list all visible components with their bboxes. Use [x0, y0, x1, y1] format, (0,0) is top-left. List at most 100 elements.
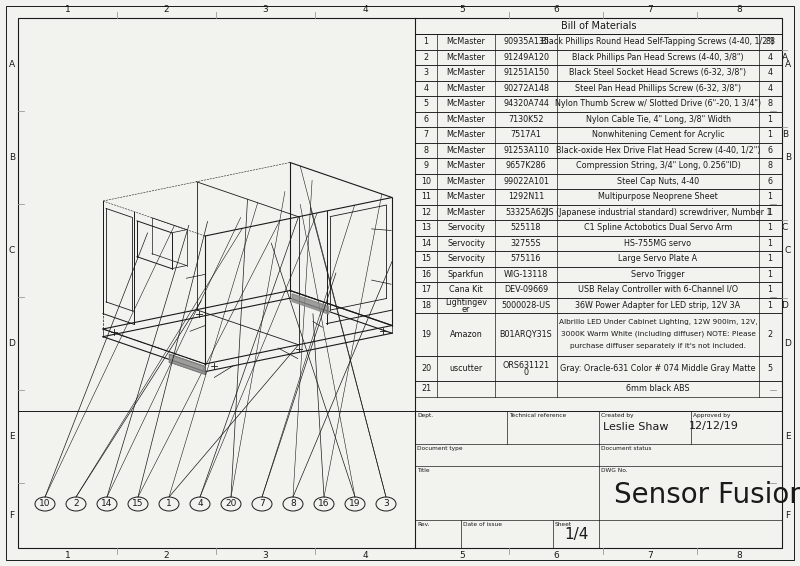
Text: 7: 7 — [423, 130, 429, 139]
Text: 1: 1 — [166, 500, 172, 508]
Text: B: B — [9, 153, 15, 162]
Text: 6: 6 — [553, 551, 559, 560]
Text: 15: 15 — [421, 254, 431, 263]
Text: 8: 8 — [737, 5, 742, 14]
Text: Technical reference: Technical reference — [509, 413, 566, 418]
Text: 16: 16 — [318, 500, 330, 508]
Bar — [415, 189, 782, 204]
Text: McMaster: McMaster — [446, 84, 486, 93]
Text: 90272A148: 90272A148 — [503, 84, 549, 93]
Text: Approved by: Approved by — [693, 413, 730, 418]
Text: 13: 13 — [421, 223, 431, 232]
Text: Compression String, 3/4" Long, 0.256"ID): Compression String, 3/4" Long, 0.256"ID) — [575, 161, 741, 170]
Text: 8: 8 — [423, 146, 429, 155]
Text: 1: 1 — [767, 223, 773, 232]
Text: McMaster: McMaster — [446, 177, 486, 186]
Text: 2: 2 — [767, 330, 773, 339]
Bar — [415, 204, 782, 220]
Text: 12: 12 — [421, 208, 431, 217]
Text: Rev.: Rev. — [417, 522, 430, 527]
Text: 2: 2 — [73, 500, 79, 508]
Text: 3: 3 — [262, 551, 268, 560]
Text: E: E — [9, 432, 15, 441]
Text: 94320A744: 94320A744 — [503, 99, 549, 108]
Text: 3: 3 — [423, 68, 429, 77]
Text: Document status: Document status — [601, 446, 651, 451]
Text: Albrillo LED Under Cabinet Lighting, 12W 900lm, 12V,: Albrillo LED Under Cabinet Lighting, 12W… — [558, 319, 758, 325]
Text: 4: 4 — [423, 84, 429, 93]
Text: 6mm black ABS: 6mm black ABS — [626, 384, 690, 393]
Text: McMaster: McMaster — [446, 68, 486, 77]
Text: McMaster: McMaster — [446, 161, 486, 170]
Text: 19: 19 — [421, 330, 431, 339]
Text: Black Phillips Pan Head Screws (4-40, 3/8"): Black Phillips Pan Head Screws (4-40, 3/… — [572, 53, 744, 62]
Text: DWG No.: DWG No. — [601, 468, 628, 473]
Text: 7: 7 — [259, 500, 265, 508]
Bar — [415, 96, 782, 112]
Text: F: F — [786, 511, 790, 520]
Text: B01ARQY31S: B01ARQY31S — [500, 330, 552, 339]
Text: Document type: Document type — [417, 446, 462, 451]
Text: B: B — [782, 130, 788, 139]
Text: D: D — [9, 339, 15, 348]
Text: 1: 1 — [767, 285, 773, 294]
Text: 8: 8 — [767, 161, 773, 170]
Text: purchase diffuser separately if it's not included.: purchase diffuser separately if it's not… — [570, 344, 746, 349]
Text: USB Relay Controller with 6-Channel I/O: USB Relay Controller with 6-Channel I/O — [578, 285, 738, 294]
Text: 1: 1 — [767, 270, 773, 278]
Text: Servocity: Servocity — [447, 239, 485, 248]
Text: 1: 1 — [65, 5, 70, 14]
Bar — [415, 49, 782, 65]
Text: 7130K52: 7130K52 — [508, 115, 544, 124]
Text: C: C — [785, 246, 791, 255]
Text: ORS631121: ORS631121 — [502, 361, 550, 370]
Text: 7517A1: 7517A1 — [510, 130, 542, 139]
Bar — [415, 220, 782, 235]
Text: JIS (Japanese industrial standard) screwdriver, Number 1: JIS (Japanese industrial standard) screw… — [544, 208, 772, 217]
Text: 14: 14 — [421, 239, 431, 248]
Text: D: D — [782, 301, 789, 310]
Text: 53325A62: 53325A62 — [506, 208, 546, 217]
Text: 5: 5 — [423, 99, 429, 108]
Text: 4: 4 — [362, 551, 368, 560]
Text: A: A — [785, 60, 791, 69]
Bar — [415, 143, 782, 158]
Text: 91251A150: 91251A150 — [503, 68, 549, 77]
Text: 0: 0 — [523, 368, 529, 378]
Text: 19: 19 — [350, 500, 361, 508]
Text: 1: 1 — [423, 37, 429, 46]
Text: McMaster: McMaster — [446, 53, 486, 62]
Text: 5: 5 — [459, 551, 465, 560]
Text: Servocity: Servocity — [447, 254, 485, 263]
Bar — [415, 235, 782, 251]
Text: 525118: 525118 — [511, 223, 541, 232]
Text: Multipurpose Neoprene Sheet: Multipurpose Neoprene Sheet — [598, 192, 718, 201]
Text: 36W Power Adapter for LED strip, 12V 3A: 36W Power Adapter for LED strip, 12V 3A — [575, 301, 741, 310]
Text: Created by: Created by — [601, 413, 634, 418]
Text: 6: 6 — [423, 115, 429, 124]
Text: 12/12/19: 12/12/19 — [689, 422, 739, 431]
Text: 1: 1 — [767, 301, 773, 310]
Text: 7: 7 — [647, 5, 653, 14]
Text: C: C — [782, 223, 788, 232]
Bar — [415, 34, 782, 49]
Text: 16: 16 — [421, 270, 431, 278]
Text: McMaster: McMaster — [446, 146, 486, 155]
Text: 15: 15 — [132, 500, 144, 508]
Text: 10: 10 — [39, 500, 50, 508]
Text: Nonwhitening Cement for Acrylic: Nonwhitening Cement for Acrylic — [592, 130, 724, 139]
Text: Servocity: Servocity — [447, 223, 485, 232]
Text: McMaster: McMaster — [446, 99, 486, 108]
Text: F: F — [10, 511, 14, 520]
Text: 14: 14 — [102, 500, 113, 508]
Text: B: B — [785, 153, 791, 162]
Text: 20: 20 — [421, 365, 431, 374]
Text: 91253A110: 91253A110 — [503, 146, 549, 155]
Bar — [415, 282, 782, 298]
Text: 4: 4 — [197, 500, 203, 508]
Text: er: er — [462, 305, 470, 314]
Text: Bill of Materials: Bill of Materials — [561, 21, 636, 31]
Bar — [415, 80, 782, 96]
Text: 10: 10 — [421, 177, 431, 186]
Text: 6: 6 — [767, 146, 773, 155]
